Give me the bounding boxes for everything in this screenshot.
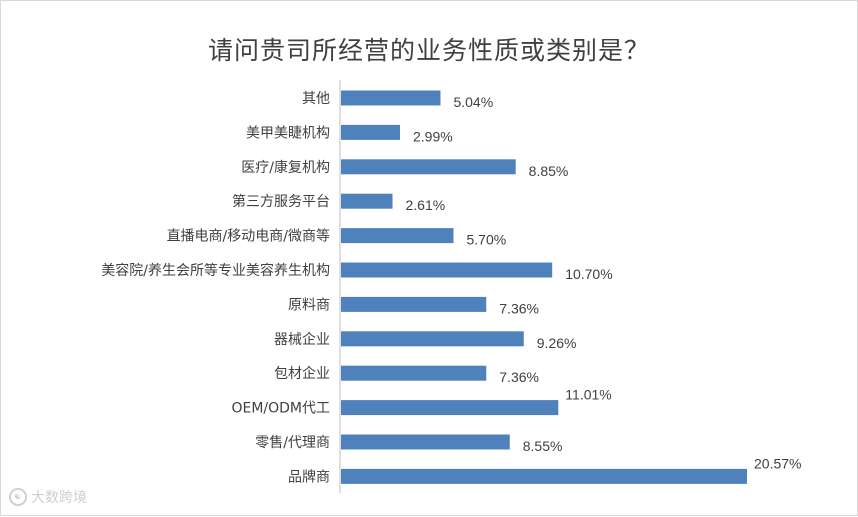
category-label-6: 原料商 xyxy=(288,297,330,313)
bar-4 xyxy=(341,228,454,244)
bar-11 xyxy=(341,468,747,484)
category-label-8: 包材企业 xyxy=(274,365,330,382)
bar-7 xyxy=(341,331,524,347)
watermark-text: 大数跨境 xyxy=(31,490,87,506)
value-label-6: 7.36% xyxy=(499,300,539,316)
value-label-2: 8.85% xyxy=(529,163,569,179)
value-label-11: 20.57% xyxy=(754,455,801,471)
bar-3 xyxy=(341,193,393,209)
category-label-10: 零售/代理商 xyxy=(255,435,330,451)
value-label-7: 9.26% xyxy=(537,335,577,351)
value-label-9: 11.01% xyxy=(565,387,611,403)
value-label-0: 5.04% xyxy=(453,94,493,110)
value-label-8: 7.36% xyxy=(499,369,539,385)
watermark-logo-icon: ☯ xyxy=(9,488,27,506)
value-label-3: 2.61% xyxy=(406,197,446,213)
category-label-4: 直播电商/移动电商/微商等 xyxy=(167,228,330,245)
category-label-0: 其他 xyxy=(302,91,330,107)
category-label-9: OEM/ODM代工 xyxy=(231,401,330,417)
category-label-11: 品牌商 xyxy=(288,468,330,485)
category-label-1: 美甲美睫机构 xyxy=(246,125,330,141)
value-label-4: 5.70% xyxy=(467,232,507,248)
category-label-7: 器械企业 xyxy=(274,331,330,348)
bar-0 xyxy=(341,90,441,106)
bar-9 xyxy=(341,400,559,416)
category-label-5: 美容院/养生会所等专业美容养生机构 xyxy=(101,262,330,279)
bars-layer: 其他 5.04% 美甲美睫机构 2.99% 医疗/康复机构 8.85% 第三方服务平台 2.6… xyxy=(101,90,801,485)
bar-1 xyxy=(341,124,401,140)
value-label-10: 8.55% xyxy=(523,438,563,454)
category-label-3: 第三方服务平台 xyxy=(232,193,330,210)
bar-5 xyxy=(341,262,553,278)
bar-6 xyxy=(341,296,487,312)
value-label-5: 10.70% xyxy=(565,266,612,282)
value-label-1: 2.99% xyxy=(413,128,453,144)
bar-10 xyxy=(341,434,510,450)
category-label-2: 医疗/康复机构 xyxy=(241,159,330,176)
watermark: ☯ 大数跨境 xyxy=(9,487,87,507)
chart-title: 请问贵司所经营的业务性质或类别是？ xyxy=(207,36,650,65)
bar-8 xyxy=(341,365,487,381)
bar-2 xyxy=(341,159,516,175)
